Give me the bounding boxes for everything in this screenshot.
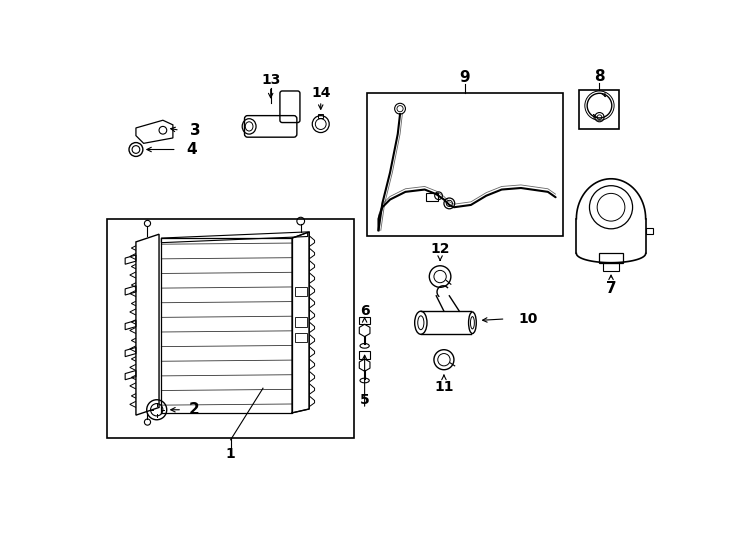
Bar — [426, 193, 437, 201]
Bar — [603, 262, 619, 271]
Bar — [294, 287, 307, 296]
Text: 6: 6 — [360, 304, 369, 318]
Text: 9: 9 — [459, 70, 470, 85]
Bar — [579, 90, 619, 129]
Bar — [367, 93, 563, 236]
Text: 8: 8 — [594, 69, 605, 84]
Bar — [359, 351, 370, 359]
Bar — [319, 114, 323, 118]
Text: 12: 12 — [430, 242, 450, 256]
Text: 10: 10 — [519, 312, 538, 326]
Bar — [107, 219, 354, 438]
Text: 2: 2 — [189, 402, 199, 417]
Text: 5: 5 — [360, 393, 369, 407]
Bar — [646, 228, 653, 234]
Bar — [359, 316, 370, 325]
Text: 11: 11 — [435, 380, 454, 394]
Text: 4: 4 — [186, 142, 197, 157]
Bar — [294, 333, 307, 342]
Bar — [294, 318, 307, 327]
Text: 13: 13 — [261, 73, 280, 87]
Text: 3: 3 — [190, 123, 200, 138]
Text: 7: 7 — [606, 281, 617, 295]
Bar — [600, 253, 622, 262]
Text: 14: 14 — [311, 86, 330, 100]
Text: 1: 1 — [226, 447, 236, 461]
